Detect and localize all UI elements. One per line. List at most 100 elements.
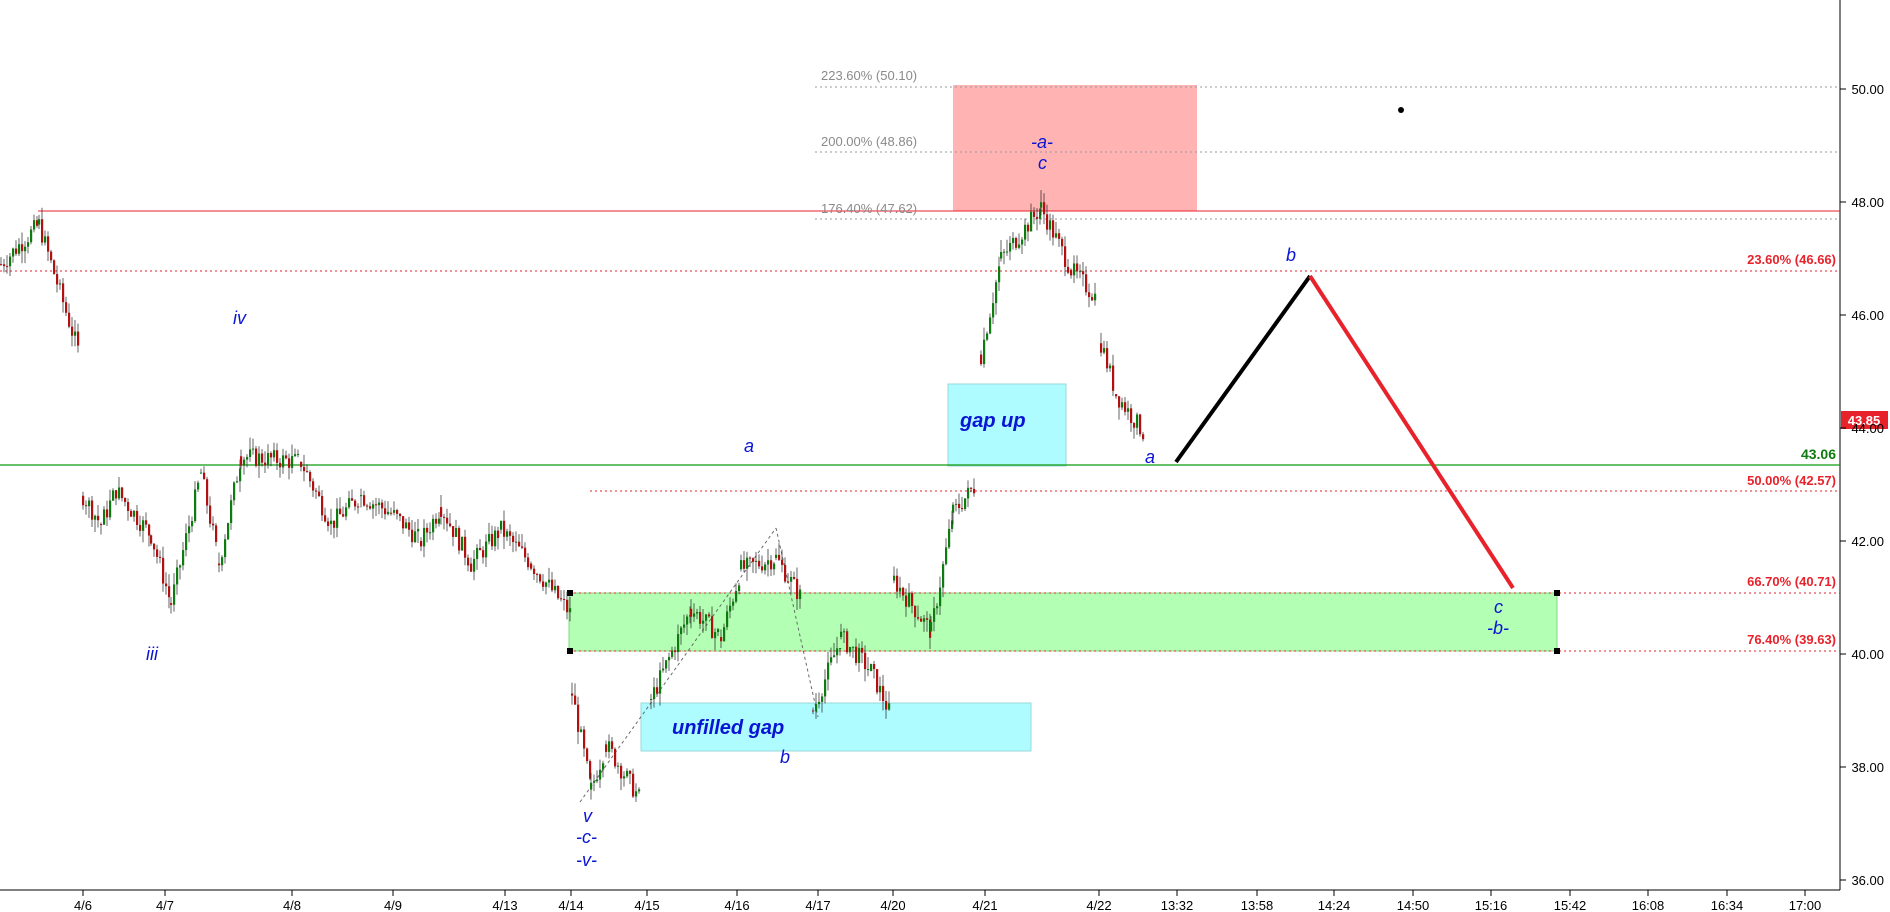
y-tick-label: 42.00: [1851, 534, 1884, 549]
candle-body: [696, 612, 699, 614]
candle-body: [1049, 220, 1052, 230]
candle-body: [261, 453, 264, 463]
candle-body: [127, 502, 130, 511]
candle-body: [1052, 220, 1055, 238]
candle-body: [342, 514, 345, 517]
candle-body: [485, 541, 488, 558]
candle-body: [473, 558, 476, 572]
wave-label-b: b: [780, 747, 790, 767]
candle-body: [378, 502, 381, 506]
candle-body: [142, 520, 145, 531]
candle-body: [285, 455, 288, 459]
candle-body: [799, 589, 802, 600]
candle-body: [650, 699, 653, 701]
candle-body: [333, 520, 336, 528]
candle-body: [464, 536, 467, 558]
candle-body: [1021, 239, 1024, 245]
candle-body: [452, 526, 455, 537]
candle-body: [948, 528, 951, 548]
candle-body: [159, 556, 162, 558]
candle-body: [790, 577, 793, 582]
candle-body: [24, 246, 27, 252]
candle-body: [1085, 274, 1088, 293]
candle-body: [109, 500, 112, 518]
candle-body: [327, 521, 330, 526]
candle-body: [246, 456, 249, 460]
candle-body: [165, 583, 168, 587]
x-tick-label: 4/7: [156, 898, 174, 912]
support-zone: [568, 592, 1558, 652]
candle-body: [1079, 271, 1082, 273]
fib-label-236: 23.60% (46.66): [1747, 252, 1836, 267]
candle-body: [690, 608, 693, 617]
candle-body: [849, 647, 852, 653]
wave-label-a: a: [744, 436, 754, 456]
candle-body: [224, 539, 227, 558]
candle-body: [955, 503, 958, 505]
candle-body: [1033, 211, 1036, 217]
candle-body: [590, 782, 593, 790]
y-tick-label: 46.00: [1851, 308, 1884, 323]
candle-body: [458, 528, 461, 551]
candle-body: [279, 462, 282, 468]
candle-body: [1003, 251, 1006, 253]
candle-body: [243, 459, 246, 466]
candle-body: [384, 508, 387, 515]
candle-body: [1058, 233, 1061, 239]
candle-body: [983, 339, 986, 365]
candle-body: [1015, 238, 1018, 248]
candle-body: [1040, 202, 1043, 208]
candle-body: [554, 586, 557, 591]
candle-body: [1018, 244, 1021, 248]
last-price-text: 43.85: [1848, 413, 1881, 428]
candle-body: [411, 529, 414, 543]
candle-body: [839, 648, 842, 650]
candle-body: [638, 789, 641, 792]
candle-body: [749, 557, 752, 559]
candle-body: [952, 504, 955, 513]
y-tick-label: 36.00: [1851, 873, 1884, 888]
candle-body: [702, 620, 705, 624]
candle-body: [423, 527, 426, 547]
candle-body: [306, 471, 309, 473]
candle-body: [905, 595, 908, 607]
time-axis: 4/6 4/7 4/8 4/9 4/13 4/14 4/15 4/16 4/17 4/20 4/21…: [74, 890, 1821, 912]
candle-body: [191, 521, 194, 527]
candle-body: [683, 624, 686, 628]
candle-body: [926, 618, 929, 620]
candle-body: [527, 557, 530, 568]
candle-body: [530, 563, 533, 569]
wave-label-minus-v: -v-: [576, 850, 597, 870]
candle-body: [77, 331, 80, 346]
candle-body: [230, 500, 233, 524]
candle-body: [1109, 365, 1112, 369]
candle-body: [348, 498, 351, 508]
candle-body: [723, 627, 726, 642]
ext-label-223: 223.60% (50.10): [821, 68, 917, 83]
candle-body: [533, 568, 536, 574]
candle-body: [209, 505, 212, 524]
candle-body: [491, 534, 494, 547]
candle-body: [611, 741, 614, 749]
candle-body: [577, 704, 580, 732]
candle-body: [488, 534, 491, 542]
candle-body: [1024, 224, 1027, 240]
candle-body: [133, 510, 136, 517]
candle-body: [864, 652, 867, 670]
candle-body: [258, 453, 261, 466]
candle-body: [551, 579, 554, 591]
candle-body: [236, 481, 239, 483]
candle-body: [399, 513, 402, 517]
candle-body: [569, 608, 572, 613]
candle-body: [0, 264, 3, 266]
candle-body: [1009, 243, 1012, 252]
candle-body: [942, 564, 945, 588]
candle-body: [1036, 216, 1039, 219]
candle-body: [470, 563, 473, 572]
candle-body: [557, 586, 560, 599]
candle-body: [1012, 238, 1015, 244]
candle-body: [446, 517, 449, 524]
candle-body: [784, 564, 787, 582]
candle-body: [417, 528, 420, 532]
